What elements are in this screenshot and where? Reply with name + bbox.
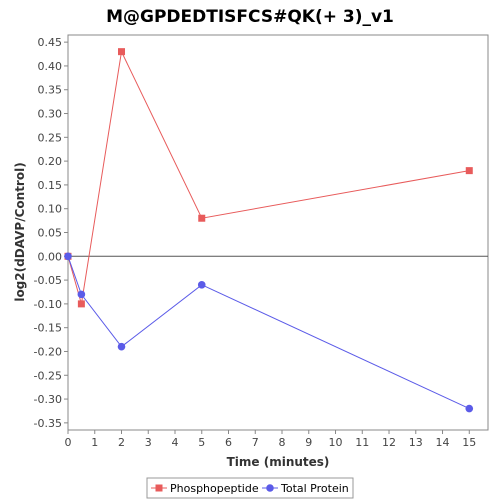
y-tick-label: 0.20	[38, 155, 63, 168]
y-tick-label: 0.30	[38, 108, 63, 121]
x-tick-label: 11	[355, 436, 369, 449]
y-tick-label: 0.15	[38, 179, 63, 192]
legend-label: Total Protein	[280, 482, 349, 495]
plot-area	[67, 34, 489, 431]
legend-marker	[266, 484, 274, 492]
x-tick-label: 0	[65, 436, 72, 449]
x-tick-label: 14	[436, 436, 450, 449]
x-tick-label: 2	[118, 436, 125, 449]
y-tick-label: -0.15	[34, 322, 62, 335]
data-point	[465, 404, 474, 413]
x-tick-label: 8	[279, 436, 286, 449]
legend-label: Phosphopeptide	[170, 482, 259, 495]
chart-title: M@GPDEDTISFCS#QK(+ 3)_v1	[106, 7, 394, 27]
x-tick-label: 7	[252, 436, 259, 449]
y-axis-label: log2(dDAVP/Control)	[13, 162, 27, 301]
y-tick-label: 0.35	[38, 84, 63, 97]
x-tick-label: 5	[198, 436, 205, 449]
y-tick-label: -0.10	[34, 298, 62, 311]
data-point	[77, 300, 85, 308]
data-point	[198, 214, 206, 222]
x-tick-label: 4	[172, 436, 179, 449]
y-tick-label: -0.05	[34, 274, 62, 287]
legend: Phosphopeptide Total Protein	[146, 477, 354, 499]
y-tick-label: 0.05	[38, 227, 63, 240]
series-layer	[64, 48, 474, 413]
y-tick-label: -0.30	[34, 393, 62, 406]
x-tick-label: 9	[305, 436, 312, 449]
x-axis-label: Time (minutes)	[227, 455, 330, 469]
x-axis-ticks: 0 1 2 3 4 5 6 7 8 9 10 11 12 13 14 15	[65, 430, 476, 449]
data-point	[118, 48, 126, 56]
x-tick-label: 12	[382, 436, 396, 449]
y-tick-label: -0.20	[34, 345, 62, 358]
legend-frame	[146, 477, 354, 499]
x-tick-label: 6	[225, 436, 232, 449]
data-point	[64, 252, 72, 261]
y-tick-label: -0.25	[34, 369, 62, 382]
x-tick-label: 15	[462, 436, 476, 449]
data-point	[465, 167, 473, 175]
y-tick-label: 0.00	[38, 250, 63, 263]
y-tick-label: 0.10	[38, 203, 63, 216]
data-point	[77, 290, 86, 299]
legend-marker	[155, 484, 163, 492]
y-axis-ticks: -0.35 -0.30 -0.25 -0.20 -0.15 -0.10 -0.05 0.00 0…	[34, 36, 68, 430]
x-tick-label: 10	[329, 436, 343, 449]
x-tick-label: 1	[91, 436, 98, 449]
y-tick-label: 0.45	[38, 36, 63, 49]
y-tick-label: -0.35	[34, 417, 62, 430]
data-point	[197, 281, 206, 289]
y-tick-label: 0.25	[38, 131, 63, 144]
y-tick-label: 0.40	[38, 60, 63, 73]
x-tick-label: 3	[145, 436, 152, 449]
data-point	[117, 342, 126, 351]
x-tick-label: 13	[409, 436, 423, 449]
